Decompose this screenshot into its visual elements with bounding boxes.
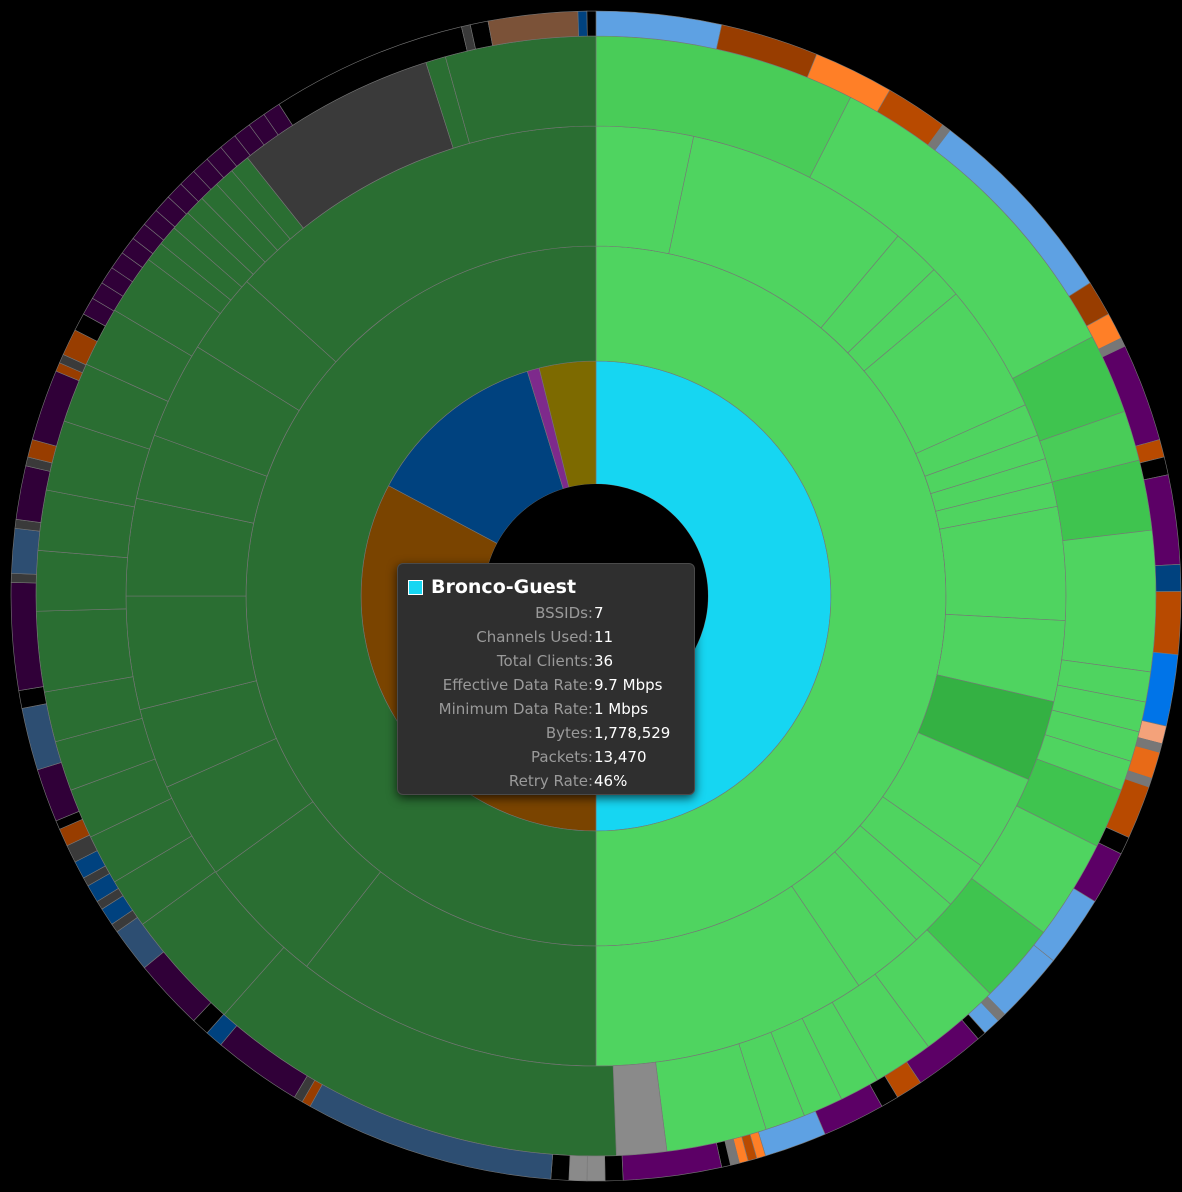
tooltip-label: Packets: xyxy=(531,748,593,766)
sunburst-segment-ring5-14[interactable] xyxy=(1154,564,1182,592)
tooltip-label: Channels Used: xyxy=(476,628,593,646)
tooltip-row-packets: Packets: 13,470 xyxy=(408,745,684,769)
sunburst-segment-ring5-15[interactable] xyxy=(1152,591,1182,656)
tooltip-row-bytes: Bytes: 1,778,529 xyxy=(408,721,684,745)
tooltip-value: 36 xyxy=(594,652,614,670)
tooltip-row-channels-used: Channels Used: 11 xyxy=(408,625,684,649)
tooltip-header: Bronco-Guest xyxy=(408,573,684,601)
sunburst-segment-ring4-6[interactable] xyxy=(1061,529,1157,673)
tooltip-label: Total Clients: xyxy=(496,652,593,670)
sunburst-segment-ring5-65[interactable] xyxy=(10,573,37,584)
tooltip-value: 11 xyxy=(594,628,614,646)
tooltip-label: Bytes: xyxy=(545,724,593,742)
tooltip-value: 1,778,529 xyxy=(594,724,671,742)
ssid-tooltip: Bronco-Guest BSSIDs: 7 Channels Used: 11… xyxy=(397,563,695,795)
tooltip-label: Retry Rate: xyxy=(508,772,593,790)
tooltip-title: Bronco-Guest xyxy=(431,576,577,598)
tooltip-row-effective-data-rate: Effective Data Rate: 9.7 Mbps xyxy=(408,673,684,697)
tooltip-value: 7 xyxy=(594,604,604,622)
sunburst-segment-ring5-97[interactable] xyxy=(586,10,597,37)
sunburst-segment-ring5-96[interactable] xyxy=(577,10,588,37)
tooltip-label: BSSIDs: xyxy=(535,604,593,622)
sunburst-segment-ring4-29[interactable] xyxy=(35,549,128,612)
tooltip-row-bssids: BSSIDs: 7 xyxy=(408,601,684,625)
tooltip-label: Effective Data Rate: xyxy=(442,676,593,694)
sunburst-segment-ring5-43[interactable] xyxy=(550,1153,571,1181)
sunburst-segment-ring5-66[interactable] xyxy=(11,527,41,575)
tooltip-row-total-clients: Total Clients: 36 xyxy=(408,649,684,673)
sunburst-segment-ring5-41[interactable] xyxy=(586,1155,606,1182)
tooltip-value: 46% xyxy=(594,772,628,790)
tooltip-label: Minimum Data Rate: xyxy=(438,700,593,718)
tooltip-value: 9.7 Mbps xyxy=(594,676,663,694)
sunburst-segment-ring5-42[interactable] xyxy=(568,1155,588,1182)
tooltip-value: 13,470 xyxy=(594,748,647,766)
tooltip-color-swatch xyxy=(408,579,423,595)
tooltip-row-minimum-data-rate: Minimum Data Rate: 1 Mbps xyxy=(408,697,684,721)
tooltip-row-retry-rate: Retry Rate: 46% xyxy=(408,769,684,793)
tooltip-value: 1 Mbps xyxy=(594,700,649,718)
sunburst-segment-ring5-40[interactable] xyxy=(604,1155,624,1182)
